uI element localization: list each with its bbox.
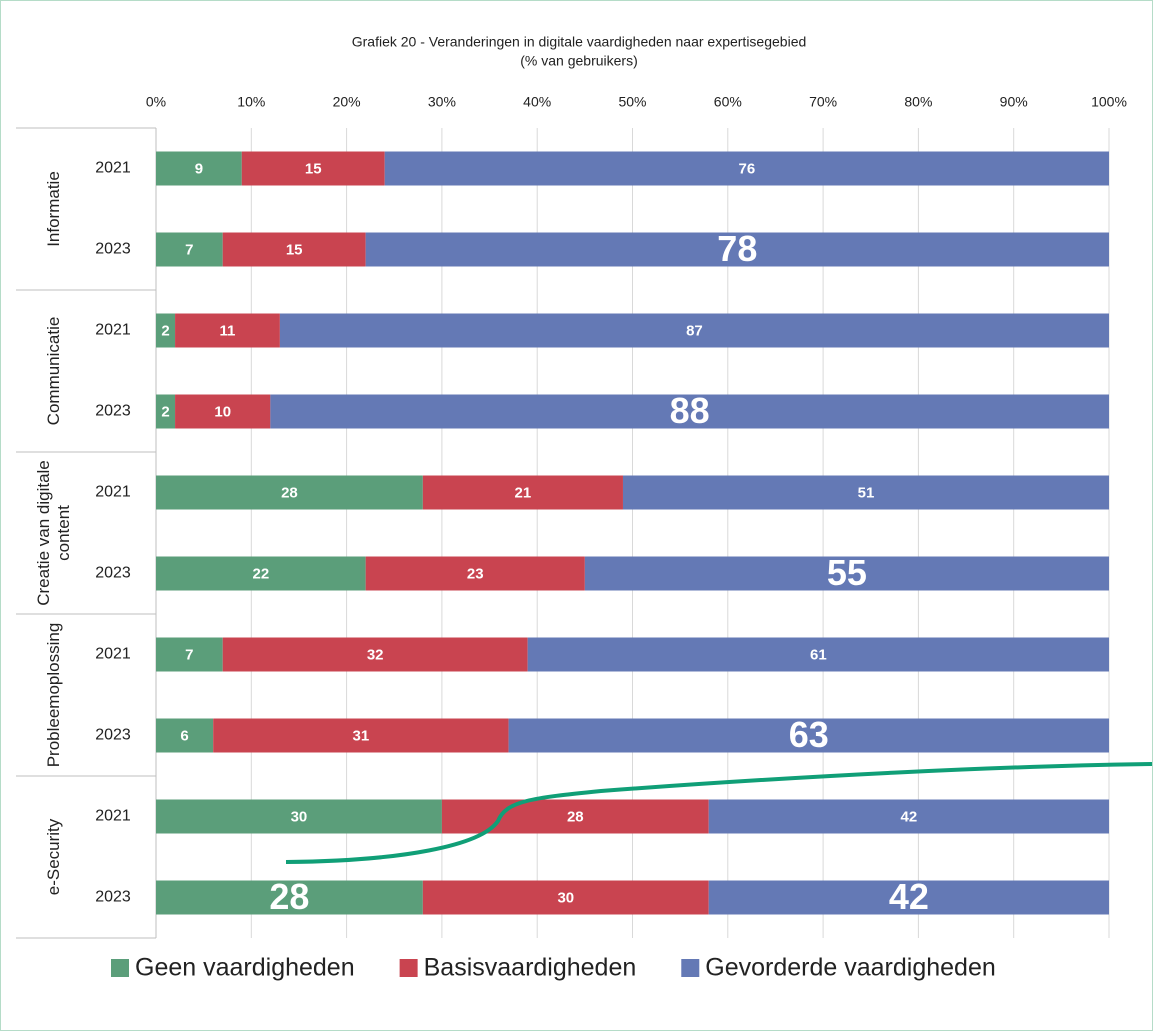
bar-segment bbox=[156, 394, 176, 429]
bar-segment bbox=[241, 151, 385, 186]
group-label: e-Security bbox=[44, 818, 63, 896]
bar-segment bbox=[584, 556, 1109, 591]
data-label: 63 bbox=[789, 714, 829, 755]
data-label: 7 bbox=[185, 241, 193, 258]
x-tick-label: 100% bbox=[1091, 94, 1127, 110]
y-tick-label: 2023 bbox=[95, 727, 131, 744]
y-tick-label: 2023 bbox=[95, 403, 131, 420]
data-label: 28 bbox=[281, 484, 298, 501]
data-label: 7 bbox=[185, 646, 193, 663]
bar-segment bbox=[270, 394, 1109, 429]
bar-segment bbox=[156, 880, 423, 915]
x-tick-label: 10% bbox=[237, 94, 265, 110]
y-tick-label: 2023 bbox=[95, 565, 131, 582]
legend-swatch bbox=[681, 959, 700, 977]
y-tick-label: 2021 bbox=[95, 646, 131, 663]
bar-segment bbox=[222, 637, 528, 672]
bar-segment bbox=[156, 232, 223, 267]
data-label: 30 bbox=[291, 808, 308, 825]
bar-segment bbox=[156, 718, 214, 753]
x-tick-label: 80% bbox=[904, 94, 932, 110]
bar-segment bbox=[156, 475, 423, 510]
bar-segment bbox=[279, 313, 1109, 348]
bar-segment bbox=[156, 151, 242, 186]
bar-segment bbox=[384, 151, 1110, 186]
x-tick-label: 0% bbox=[146, 94, 166, 110]
legend-label: Gevorderde vaardigheden bbox=[705, 954, 995, 982]
x-tick-label: 70% bbox=[809, 94, 837, 110]
bar-segment bbox=[708, 880, 1109, 915]
y-tick-label: 2021 bbox=[95, 484, 131, 501]
bar-segment bbox=[156, 637, 223, 672]
data-label: 2 bbox=[161, 403, 169, 420]
data-label: 61 bbox=[810, 646, 827, 663]
x-tick-label: 20% bbox=[333, 94, 361, 110]
bar-segment bbox=[175, 394, 271, 429]
bar-segment bbox=[422, 880, 709, 915]
y-tick-label: 2023 bbox=[95, 241, 131, 258]
data-label: 15 bbox=[286, 241, 303, 258]
y-tick-label: 2023 bbox=[95, 889, 131, 906]
data-label: 9 bbox=[195, 160, 203, 177]
data-label: 32 bbox=[367, 646, 384, 663]
bar-segment bbox=[622, 475, 1109, 510]
data-label: 30 bbox=[557, 889, 574, 906]
data-label: 6 bbox=[180, 727, 188, 744]
data-label: 10 bbox=[214, 403, 231, 420]
data-label: 22 bbox=[252, 565, 269, 582]
data-label: 88 bbox=[670, 390, 710, 431]
y-tick-label: 2021 bbox=[95, 322, 131, 339]
x-tick-label: 40% bbox=[523, 94, 551, 110]
x-tick-label: 60% bbox=[714, 94, 742, 110]
y-tick-label: 2021 bbox=[95, 160, 131, 177]
group-label: Creatie van digitale content bbox=[34, 460, 73, 606]
data-label: 42 bbox=[889, 876, 929, 917]
data-label: 55 bbox=[827, 552, 867, 593]
group-label: Probleemoplossing bbox=[44, 622, 63, 768]
bar-segment bbox=[527, 637, 1109, 672]
x-tick-label: 90% bbox=[1000, 94, 1028, 110]
bar-segment bbox=[422, 475, 623, 510]
group-label: Communicatie bbox=[44, 316, 63, 426]
bar-segment bbox=[222, 232, 366, 267]
data-label: 2 bbox=[161, 322, 169, 339]
data-label: 28 bbox=[269, 876, 309, 917]
bar-segment bbox=[213, 718, 509, 753]
legend-swatch bbox=[399, 959, 418, 977]
bar-segment bbox=[508, 718, 1109, 753]
data-label: 76 bbox=[739, 160, 756, 177]
data-label: 42 bbox=[901, 808, 918, 825]
data-label: 31 bbox=[353, 727, 370, 744]
chart-subtitle: (% van gebruikers) bbox=[520, 53, 638, 69]
data-label: 15 bbox=[305, 160, 322, 177]
data-label: 87 bbox=[686, 322, 703, 339]
legend-label: Basisvaardigheden bbox=[424, 954, 637, 982]
legend-swatch bbox=[111, 959, 129, 977]
bar-segment bbox=[175, 313, 280, 348]
group-label: Informatie bbox=[44, 171, 63, 247]
data-label: 23 bbox=[467, 565, 484, 582]
data-label: 21 bbox=[515, 484, 532, 501]
data-label: 28 bbox=[567, 808, 584, 825]
bar-segment bbox=[365, 232, 1109, 267]
data-label: 51 bbox=[858, 484, 875, 501]
x-tick-label: 30% bbox=[428, 94, 456, 110]
data-label: 78 bbox=[717, 228, 757, 269]
legend-label: Geen vaardigheden bbox=[135, 954, 355, 982]
x-tick-label: 50% bbox=[618, 94, 646, 110]
y-tick-label: 2021 bbox=[95, 808, 131, 825]
bar-segment bbox=[365, 556, 585, 591]
data-label: 11 bbox=[220, 322, 236, 339]
chart-title: Grafiek 20 - Veranderingen in digitale v… bbox=[352, 34, 807, 50]
bar-segment bbox=[156, 313, 176, 348]
bar-segment bbox=[156, 556, 366, 591]
